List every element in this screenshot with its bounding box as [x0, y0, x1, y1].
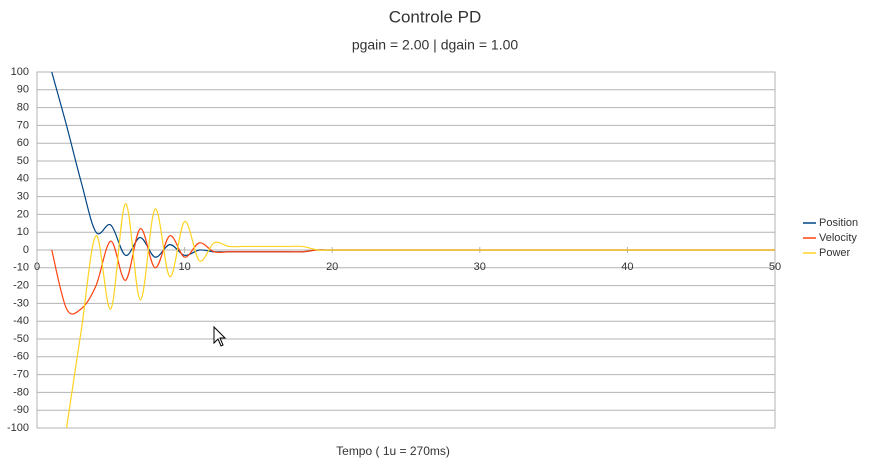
- y-tick-label: 0: [23, 244, 29, 256]
- chart-subtitle: pgain = 2.00 | dgain = 1.00: [352, 37, 519, 53]
- y-tick-label: -50: [13, 333, 29, 345]
- x-tick-label: 0: [34, 261, 40, 273]
- y-tick-label: 30: [17, 191, 29, 203]
- series-line: [51, 228, 775, 315]
- legend-label: Velocity: [819, 232, 857, 244]
- y-tick-label: -10: [13, 262, 29, 274]
- x-tick-label: 20: [326, 261, 338, 273]
- x-tick-label: 40: [621, 261, 633, 273]
- y-tick-label: -80: [13, 386, 29, 398]
- y-tick-label: 10: [17, 226, 29, 238]
- x-tick-label: 50: [769, 261, 781, 273]
- y-tick-label: -100: [7, 422, 29, 434]
- x-axis-label: Tempo ( 1u = 270ms): [336, 444, 450, 458]
- legend-label: Power: [819, 247, 851, 259]
- y-tick-label: -60: [13, 351, 29, 363]
- y-tick-label: 100: [11, 66, 29, 78]
- series-line: [65, 203, 775, 429]
- y-tick-label: -20: [13, 280, 29, 292]
- y-tick-label: -40: [13, 315, 29, 327]
- y-tick-label: 70: [17, 119, 29, 131]
- y-tick-label: -70: [13, 369, 29, 381]
- x-tick-label: 30: [474, 261, 486, 273]
- x-tick-label: 10: [178, 261, 190, 273]
- y-tick-label: -90: [13, 404, 29, 416]
- y-tick-label: 80: [17, 102, 29, 114]
- mouse-cursor: [213, 325, 227, 347]
- legend-label: Position: [819, 217, 858, 229]
- chart-title: Controle PD: [389, 7, 482, 26]
- y-tick-label: 90: [17, 84, 29, 96]
- y-tick-label: 60: [17, 137, 29, 149]
- y-tick-label: 20: [17, 208, 29, 220]
- y-tick-label: 40: [17, 173, 29, 185]
- y-tick-label: 50: [17, 155, 29, 167]
- y-tick-label: -30: [13, 297, 29, 309]
